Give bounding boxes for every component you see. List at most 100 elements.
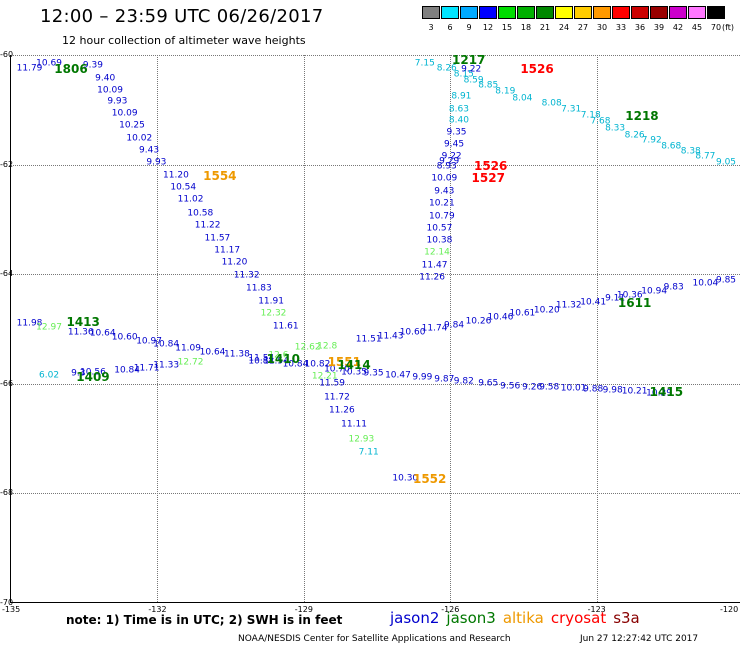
colorbar-swatch <box>441 6 459 19</box>
wave-height-reading: 9.40 <box>95 73 116 84</box>
wave-height-reading: 9.11 <box>605 293 626 304</box>
wave-height-reading: 7.18 <box>580 110 601 121</box>
colorbar-label: 3 <box>428 23 434 32</box>
latitude-label: -60 <box>0 50 14 59</box>
wave-height-reading: 8.04 <box>512 93 533 104</box>
wave-height-reading: 8.77 <box>695 151 716 162</box>
colorbar-label: 24 <box>558 23 570 32</box>
wave-height-reading: 11.98 <box>16 318 43 329</box>
pass-time-label: 1611 <box>617 295 652 310</box>
wave-height-reading: 8.68 <box>661 141 682 152</box>
wave-height-reading: 12.97 <box>36 322 62 333</box>
generation-timestamp: Jun 27 12:27:42 UTC 2017 <box>580 634 699 644</box>
wave-height-reading: 10.21 <box>428 198 455 209</box>
wave-height-reading: 11.74 <box>421 323 448 334</box>
wave-height-reading: 11.33 <box>153 360 180 371</box>
colorbar-label: 36 <box>634 23 646 32</box>
wave-height-reading: 8.38 <box>680 146 701 157</box>
latitude-label: -64 <box>0 269 14 279</box>
wave-height-reading: 9.84 <box>444 320 465 331</box>
wave-height-reading: 10.21 <box>621 386 648 397</box>
wave-height-reading: 11.43 <box>377 331 404 342</box>
wave-height-reading: 9.87 <box>434 374 455 385</box>
wave-height-reading: 10.58 <box>187 208 214 219</box>
wave-height-reading: 10.25 <box>119 120 145 131</box>
wave-height-reading: 10.09 <box>97 85 123 96</box>
wave-height-reading: 12.6 <box>268 350 289 361</box>
legend-jason2: jason2 <box>390 609 440 627</box>
wave-height-reading: 12.21 <box>311 371 338 382</box>
wave-height-reading: 9.88 <box>583 384 604 395</box>
wave-height-reading: 8.33 <box>605 123 626 134</box>
wave-height-reading: 10.09 <box>111 108 138 119</box>
wave-height-reading: 10.29 <box>646 388 672 399</box>
wave-height-reading: 8.15 <box>453 69 474 80</box>
wave-height-reading: 10.60 <box>111 332 138 343</box>
credit-line: NOAA/NESDIS Center for Satellite Applica… <box>238 634 511 644</box>
wave-height-reading: 8.63 <box>448 104 469 115</box>
colorbar-swatch <box>479 6 497 19</box>
pass-time-label: 1526 <box>520 61 554 76</box>
wave-height-reading: 9.22 <box>461 64 482 75</box>
colorbar-swatch <box>593 6 611 19</box>
latitude-label: -62 <box>0 159 14 169</box>
wave-height-reading: 10.47 <box>385 370 411 381</box>
colorbar-swatch <box>517 6 535 19</box>
wave-height-reading: 8.26 <box>624 130 645 141</box>
longitude-label: -126 <box>441 605 460 614</box>
pass-time-label: 1806 <box>54 61 88 76</box>
wave-height-reading: 11.32 <box>233 270 260 281</box>
wave-height-reading: 12.8 <box>317 341 338 352</box>
wave-height-reading: 11.57 <box>204 233 231 244</box>
wave-height-reading: 9.45 <box>444 139 465 150</box>
colorbar-swatch <box>650 6 668 19</box>
wave-height-reading: 8.26 <box>436 63 457 74</box>
wave-height-reading: 11.17 <box>214 245 241 256</box>
wave-height-reading: 9.29 <box>439 156 460 167</box>
wave-height-reading: 10.38 <box>426 235 453 246</box>
wave-height-reading: 10.57 <box>426 223 453 234</box>
wave-height-reading: 11.32 <box>555 300 582 311</box>
colorbar-swatch <box>688 6 706 19</box>
latitude-gridline <box>11 383 740 385</box>
colorbar-swatch <box>707 6 725 19</box>
wave-height-reading: 9.93 <box>107 96 128 107</box>
pass-time-label: 1554 <box>203 168 237 183</box>
latitude-gridline <box>11 274 740 276</box>
wave-height-reading: 11.91 <box>258 296 284 307</box>
pass-time-label: 1409 <box>76 369 110 384</box>
wave-height-reading: 9.26 <box>522 382 543 393</box>
units-note: note: 1) Time is in UTC; 2) SWH is in fe… <box>66 613 343 627</box>
wave-height-reading: 10.79 <box>428 211 455 222</box>
wave-height-reading: 9.43 <box>139 145 160 156</box>
wave-height-reading: 11.83 <box>245 283 272 294</box>
colorbar-swatch <box>669 6 687 19</box>
pass-time-label: 1218 <box>625 109 659 124</box>
wave-height-reading: 11.09 <box>175 343 201 354</box>
pass-time-label: 1552 <box>412 471 447 486</box>
wave-height-reading: 10.46 <box>487 312 514 323</box>
wave-height-reading: 10.84 <box>153 339 180 350</box>
colorbar-swatch <box>536 6 554 19</box>
wave-height-reading: 9.56 <box>500 381 521 392</box>
wave-height-reading: 9.35 <box>363 368 384 379</box>
wave-height-reading: 9.82 <box>453 376 474 387</box>
wave-height-reading: 7.68 <box>590 116 611 127</box>
longitude-gridline <box>596 55 598 602</box>
colorbar-label: 21 <box>539 23 551 32</box>
wave-height-reading: 12.14 <box>424 247 450 258</box>
latitude-gridline <box>11 493 740 495</box>
wave-height-reading: 10.35 <box>341 367 367 378</box>
wave-height-reading: 11.36 <box>67 327 94 338</box>
legend-s3a: s3a <box>613 609 640 627</box>
wave-height-reading: 9.99 <box>412 372 433 383</box>
pass-time-label: 1410 <box>266 352 300 367</box>
colorbar-label: 15 <box>501 23 513 32</box>
wave-height-reading: 9.83 <box>663 282 684 293</box>
wave-height-reading: 10.97 <box>136 336 162 347</box>
colorbar-label: 30 <box>596 23 608 32</box>
wave-height-reading: 11.51 <box>355 334 382 345</box>
wave-height-reading: 10.26 <box>465 316 492 327</box>
colorbar-label: 9 <box>466 23 472 32</box>
